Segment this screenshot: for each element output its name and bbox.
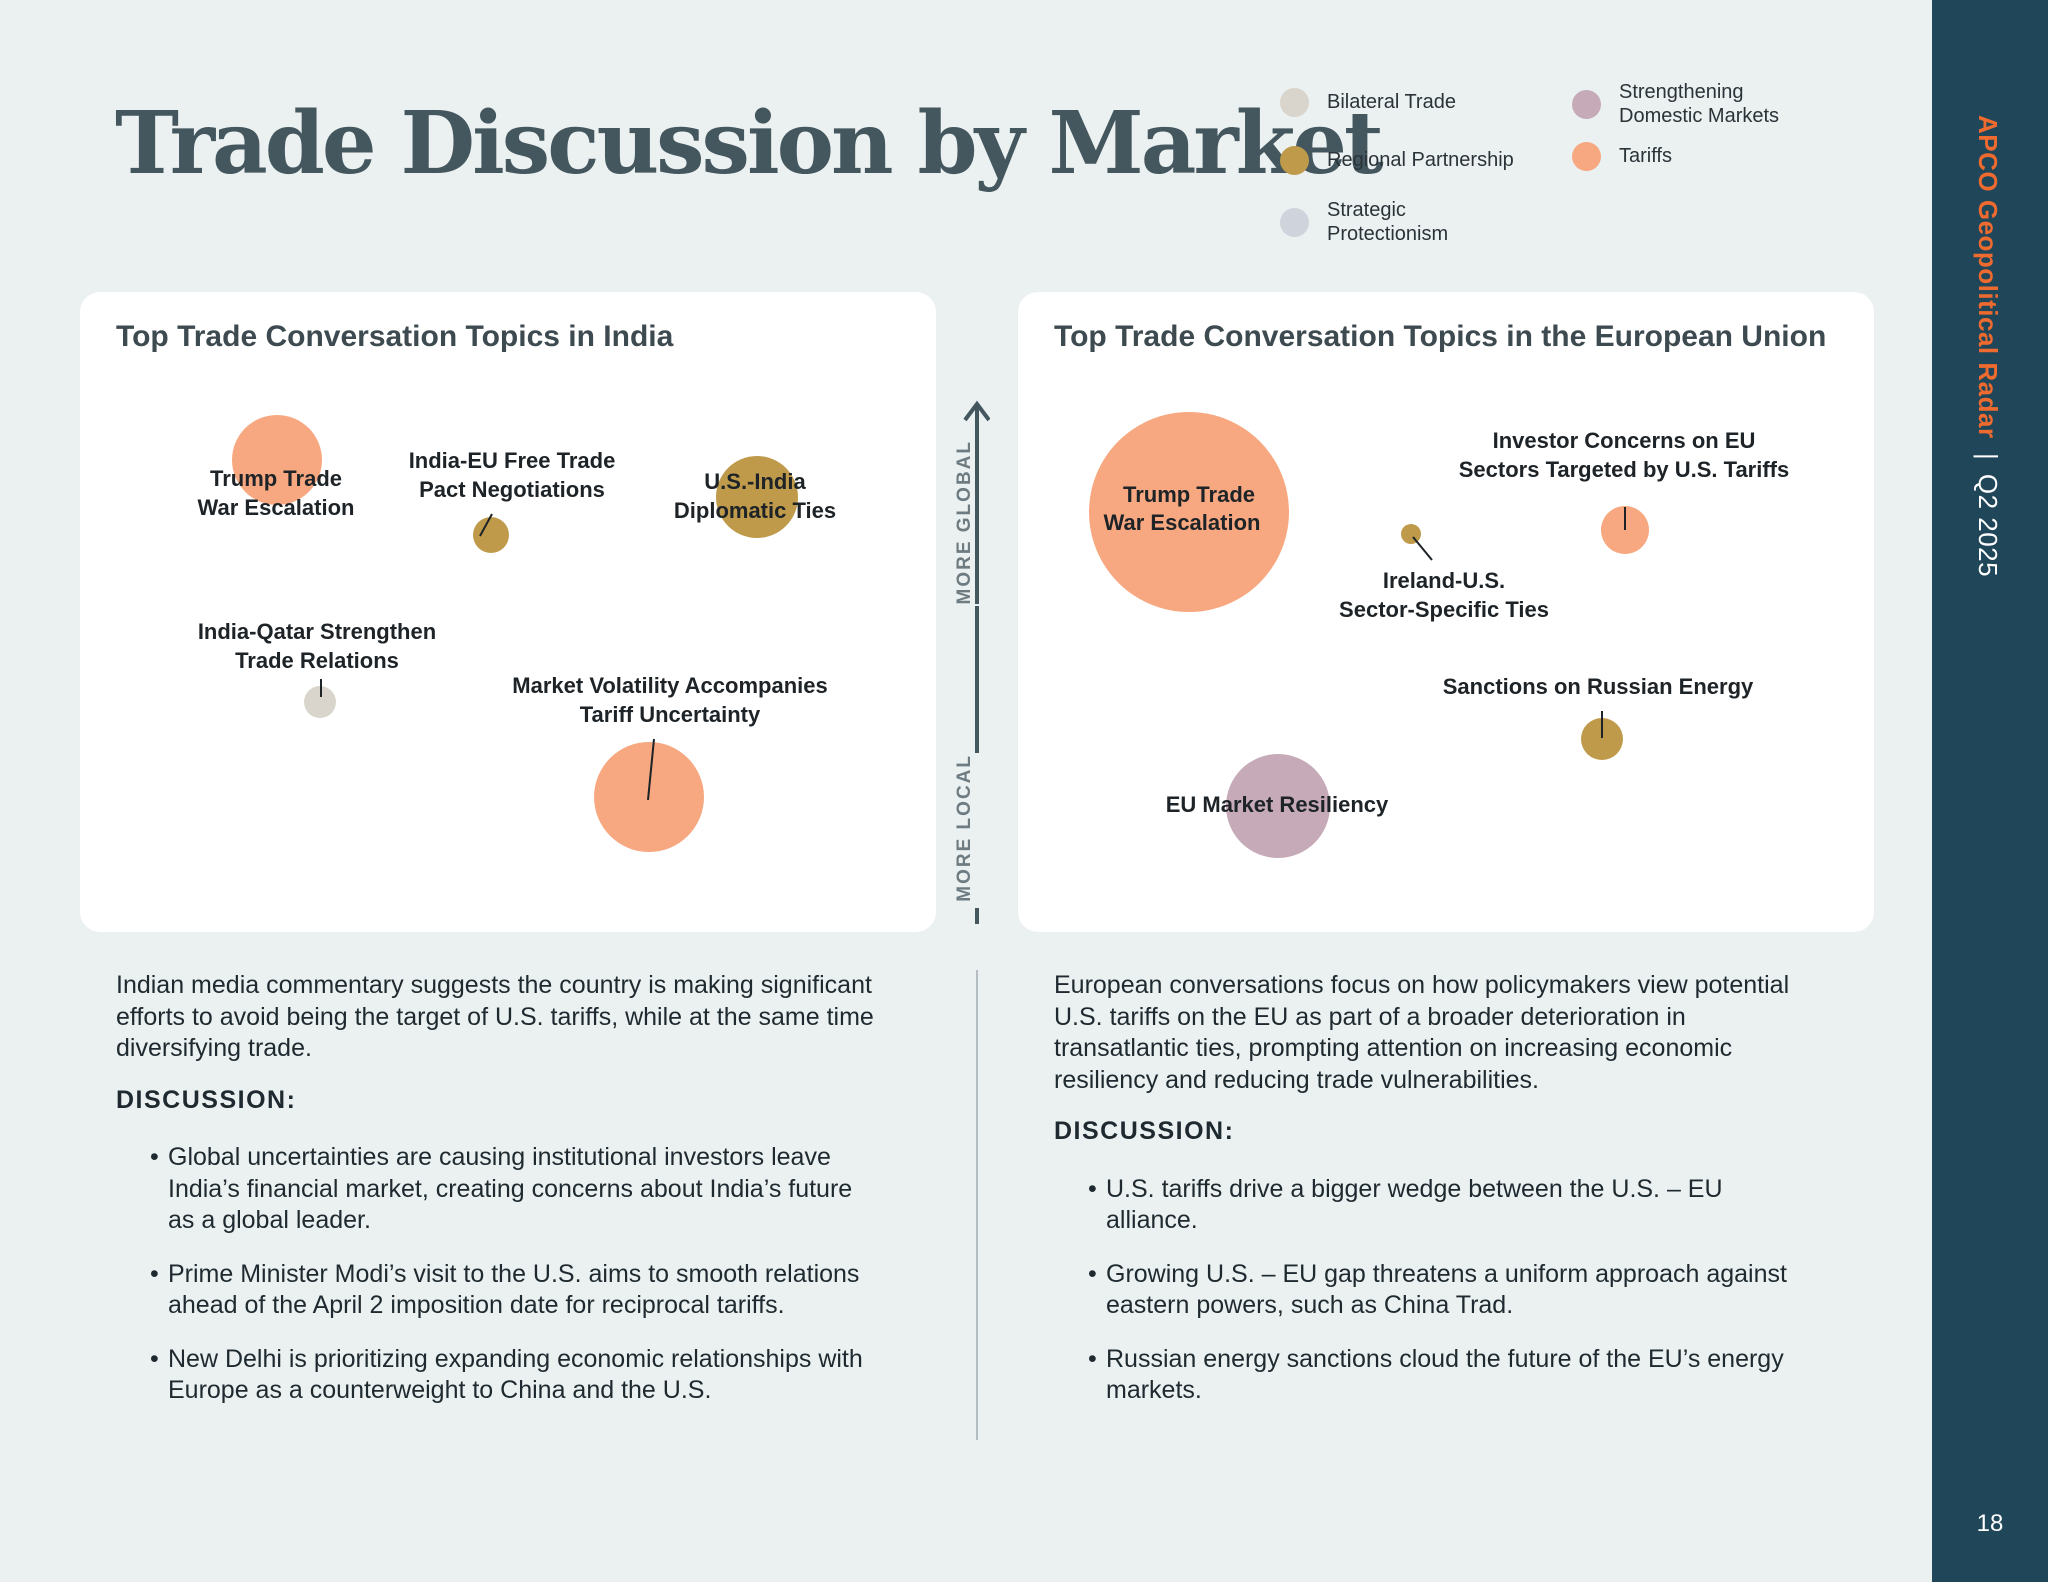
- bubble-label: Investor Concerns on EU Sectors Targeted …: [1459, 428, 1790, 482]
- bubble-trump-trade-war-escalation: [232, 415, 322, 505]
- bubble-label-line: Investor Concerns on EU: [1493, 428, 1756, 453]
- legend-swatch: [1280, 207, 1309, 237]
- legend-label: Regional Partnership: [1327, 149, 1514, 172]
- sidebar: APCO Geopolitical Radar | Q2 2025 18: [1932, 0, 2048, 1582]
- bubble-label-line: Trump Trade: [210, 466, 342, 491]
- legend: Bilateral Trade Regional Partnership Str…: [1280, 80, 1820, 260]
- bubble-label-line: Tariff Uncertainty: [580, 702, 761, 727]
- axis-top-label: MORE GLOBAL: [954, 440, 975, 605]
- legend-item-regional-partnership: Regional Partnership: [1280, 146, 1514, 175]
- list-item: New Delhi is prioritizing expanding econ…: [150, 1344, 876, 1407]
- list-item: U.S. tariffs drive a bigger wedge betwee…: [1088, 1174, 1814, 1237]
- bubble-label-line: Market Volatility Accompanies: [512, 673, 827, 698]
- bubble-label: EU Market Resiliency: [1166, 792, 1389, 817]
- legend-label: Tariffs: [1619, 145, 1672, 168]
- column-divider: [976, 970, 978, 1440]
- legend-swatch: [1572, 142, 1601, 171]
- eu-commentary: European conversations focus on how poli…: [1054, 970, 1814, 1429]
- legend-item-bilateral-trade: Bilateral Trade: [1280, 88, 1456, 117]
- bubble-label-line: EU Market Resiliency: [1166, 792, 1389, 817]
- eu-discussion-list: U.S. tariffs drive a bigger wedge betwee…: [1054, 1174, 1814, 1407]
- bubble-label-line: War Escalation: [1104, 510, 1261, 535]
- legend-item-strategic-protectionism: Strategic Protectionism: [1280, 198, 1448, 247]
- india-chart-title: Top Trade Conversation Topics in India: [116, 320, 674, 353]
- india-discussion-heading: DISCUSSION:: [116, 1085, 297, 1114]
- legend-item-tariffs: Tariffs: [1572, 142, 1672, 171]
- bubble-india-qatar-trade-relations: [304, 686, 336, 718]
- bubble-label-line: Diplomatic Ties: [674, 498, 836, 523]
- india-commentary: Indian media commentary suggests the cou…: [116, 970, 876, 1429]
- bubble-label: Market Volatility Accompanies Tariff Unce…: [512, 673, 827, 727]
- bubble-sanctions-russian-energy: [1581, 718, 1623, 760]
- bubble-label: U.S.-India Diplomatic Ties: [674, 469, 836, 523]
- list-item: Russian energy sanctions cloud the futur…: [1088, 1344, 1814, 1407]
- bubble-label-line: India-Qatar Strengthen: [198, 619, 436, 644]
- leader-line: [647, 738, 655, 801]
- bubble-label-line: Ireland-U.S.: [1383, 568, 1505, 593]
- eu-intro: European conversations focus on how poli…: [1054, 971, 1790, 1094]
- bubble-label-line: Trump Trade: [1123, 482, 1255, 507]
- bubble-us-india-diplomatic-ties: [716, 456, 798, 538]
- india-discussion-list: Global uncertainties are causing institu…: [116, 1142, 876, 1407]
- bubble-trump-trade-war-escalation: [1089, 412, 1289, 612]
- axis-line: [963, 400, 990, 924]
- india-bubble-chart: Trump Trade War Escalation India-EU Free …: [198, 415, 836, 852]
- india-chart-card: Top Trade Conversation Topics in India T…: [80, 292, 936, 932]
- list-item: Global uncertainties are causing institu…: [150, 1142, 876, 1237]
- legend-swatch: [1572, 89, 1601, 119]
- bubble-label: India-EU Free Trade Pact Negotiations: [409, 448, 616, 502]
- list-item: Prime Minister Modi’s visit to the U.S. …: [150, 1259, 876, 1322]
- india-intro: Indian media commentary suggests the cou…: [116, 971, 874, 1062]
- bubble-label-line: Sector-Specific Ties: [1339, 597, 1549, 622]
- brand-name: APCO Geopolitical Radar: [1973, 115, 2003, 439]
- bubble-label: India-Qatar Strengthen Trade Relations: [198, 619, 436, 673]
- bubble-label: Trump Trade War Escalation: [198, 466, 355, 520]
- eu-chart-card: Top Trade Conversation Topics in the Eur…: [1018, 292, 1874, 932]
- global-local-axis: MORE GLOBAL MORE LOCAL: [954, 398, 990, 926]
- bubble-india-eu-free-trade-pact: [473, 517, 509, 553]
- bubble-label-line: Sectors Targeted by U.S. Tariffs: [1459, 457, 1790, 482]
- legend-swatch: [1280, 146, 1309, 175]
- bubble-label-line: India-EU Free Trade: [409, 448, 616, 473]
- axis-bottom-label: MORE LOCAL: [954, 754, 975, 902]
- sidebar-brand-line: APCO Geopolitical Radar | Q2 2025: [1972, 115, 2003, 577]
- leader-line: [1412, 536, 1433, 561]
- leader-line: [479, 513, 493, 537]
- bubble-eu-market-resiliency: [1226, 754, 1330, 858]
- list-item: Growing U.S. – EU gap threatens a unifor…: [1088, 1259, 1814, 1322]
- bubble-label-line: Sanctions on Russian Energy: [1443, 674, 1754, 699]
- bubble-ireland-us-ties: [1401, 524, 1421, 544]
- eu-bubble-chart: Trump Trade War Escalation Investor Conce…: [1089, 412, 1790, 858]
- page-title: Trade Discussion by Market: [115, 93, 1384, 194]
- bubble-label: Sanctions on Russian Energy: [1443, 674, 1754, 699]
- legend-label: Strategic Protectionism: [1327, 199, 1449, 246]
- page-number: 18: [1976, 1510, 2004, 1537]
- legend-item-strengthening-domestic-markets: Strengthening Domestic Markets: [1572, 80, 1779, 129]
- bubble-label: Ireland-U.S. Sector-Specific Ties: [1339, 568, 1549, 622]
- eu-chart-title: Top Trade Conversation Topics in the Eur…: [1054, 320, 1827, 353]
- legend-swatch: [1280, 88, 1309, 117]
- separator: |: [1973, 452, 2003, 460]
- report-period: Q2 2025: [1973, 473, 2003, 578]
- eu-discussion-heading: DISCUSSION:: [1054, 1117, 1235, 1145]
- legend-label: Strengthening Domestic Markets: [1619, 81, 1780, 128]
- bubble-label-line: Pact Negotiations: [419, 477, 605, 502]
- bubble-label-line: War Escalation: [198, 495, 355, 520]
- bubble-label: Trump Trade War Escalation: [1104, 482, 1261, 535]
- bubble-label-line: Trade Relations: [235, 648, 399, 673]
- bubble-label-line: U.S.-India: [704, 469, 806, 494]
- legend-label: Bilateral Trade: [1327, 91, 1456, 114]
